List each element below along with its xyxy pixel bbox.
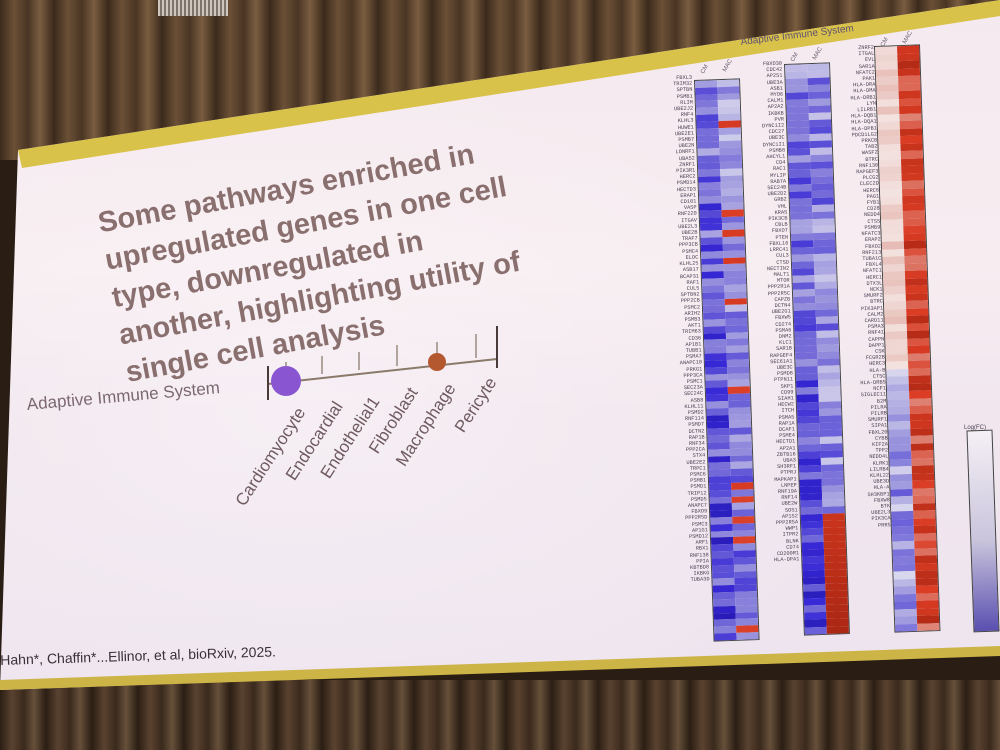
dot-plot-axis-line xyxy=(267,358,498,385)
heatmap-cell xyxy=(826,625,849,634)
heatmap-row xyxy=(714,632,759,641)
heatmap-cell xyxy=(917,622,940,631)
heatmap-cell xyxy=(895,623,918,632)
heatmap-legend-label: Log(FC) xyxy=(964,425,987,431)
ceiling-vent xyxy=(158,0,228,16)
heatmap-cell xyxy=(736,632,759,640)
heatmap-cell xyxy=(804,626,827,635)
heatmap-cell xyxy=(714,632,737,641)
heatmap-row xyxy=(804,625,849,635)
heatmap-row xyxy=(895,622,940,632)
stage-curtain-bottom xyxy=(0,680,1000,750)
dot-cardiomyocyte xyxy=(271,366,301,396)
dot-macrophage xyxy=(428,353,446,371)
